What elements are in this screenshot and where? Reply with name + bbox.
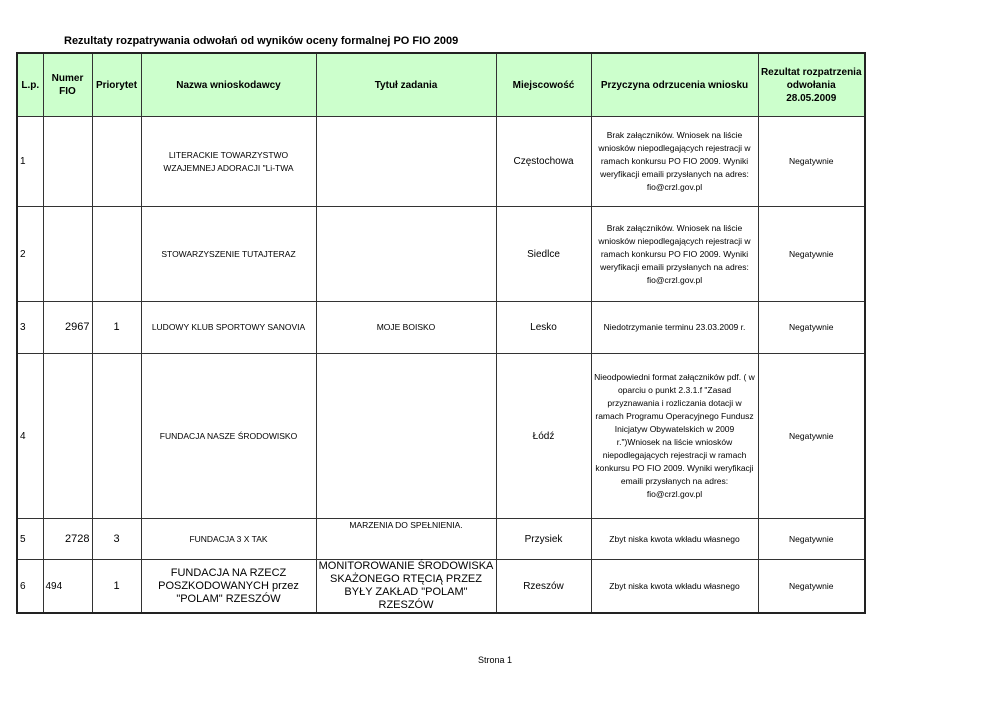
page-footer: Strona 1 — [478, 655, 513, 665]
cell-tytul: MARZENIA DO SPEŁNIENIA. — [315, 518, 497, 560]
column-header: L.p. — [16, 52, 44, 117]
column-header: Przyczyna odrzucenia wniosku — [590, 52, 759, 117]
cell-nazwa: LITERACKIE TOWARZYSTWO WZAJEMNEJ ADORACJ… — [140, 116, 317, 207]
cell-tytul: MOJE BOISKO — [315, 301, 497, 354]
cell-fio — [42, 353, 93, 519]
table-row: 2 STOWARZYSZENIE TUTAJTERAZ Siedlce Brak za… — [16, 206, 866, 302]
cell-nazwa: FUNDACJA 3 X TAK — [140, 518, 317, 560]
document-title: Rezultaty rozpatrywania odwołań od wynik… — [64, 35, 459, 47]
cell-przyczyna: Brak załączników. Wniosek na liście wnio… — [590, 206, 759, 302]
cell-fio: 2728 — [42, 518, 93, 560]
cell-fio: 494 — [42, 559, 93, 614]
column-header: Tytuł zadania — [315, 52, 497, 117]
table-row: 1 LITERACKIE TOWARZYSTWO WZAJEMNEJ ADORAC… — [16, 116, 866, 207]
column-header: Numer FIO — [42, 52, 93, 117]
cell-lp: 3 — [16, 301, 44, 354]
cell-tytul — [315, 353, 497, 519]
table-row: 5 2728 3 FUNDACJA 3 X TAK MARZENIA DO SPEŁNI… — [16, 518, 866, 560]
cell-rezultat: Negatywnie — [757, 206, 866, 302]
cell-nazwa: LUDOWY KLUB SPORTOWY SANOVIA — [140, 301, 317, 354]
cell-miejscowosc: Częstochowa — [495, 116, 592, 207]
cell-lp: 4 — [16, 353, 44, 519]
cell-priorytet: 1 — [91, 559, 142, 614]
column-header: Miejscowość — [495, 52, 592, 117]
header-row: L.p. Numer FIO Priorytet Nazwa wnioskodawcy… — [16, 52, 866, 117]
cell-przyczyna: Zbyt niska kwota wkładu własnego — [590, 559, 759, 614]
cell-nazwa: FUNDACJA NA RZECZ POSZKODOWANYCH przez "… — [140, 559, 317, 614]
cell-przyczyna: Niedotrzymanie terminu 23.03.2009 r. — [590, 301, 759, 354]
cell-rezultat: Negatywnie — [757, 353, 866, 519]
cell-lp: 5 — [16, 518, 44, 560]
cell-lp: 6 — [16, 559, 44, 614]
cell-przyczyna: Brak załączników. Wniosek na liście wnio… — [590, 116, 759, 207]
cell-priorytet: 1 — [91, 301, 142, 354]
cell-przyczyna: Zbyt niska kwota wkładu własnego — [590, 518, 759, 560]
cell-priorytet — [91, 116, 142, 207]
cell-rezultat: Negatywnie — [757, 518, 866, 560]
cell-fio: 2967 — [42, 301, 93, 354]
cell-miejscowosc: Rzeszów — [495, 559, 592, 614]
table-row: 3 2967 1 LUDOWY KLUB SPORTOWY SANOVIA MOJE B… — [16, 301, 866, 354]
cell-nazwa: FUNDACJA NASZE ŚRODOWISKO — [140, 353, 317, 519]
cell-lp: 2 — [16, 206, 44, 302]
column-header: Rezultat rozpatrzenia odwołania 28.05.20… — [757, 52, 866, 117]
cell-miejscowosc: Siedlce — [495, 206, 592, 302]
cell-fio — [42, 206, 93, 302]
cell-miejscowosc: Lesko — [495, 301, 592, 354]
cell-lp: 1 — [16, 116, 44, 207]
table-row: 4 FUNDACJA NASZE ŚRODOWISKO Łódź Nieodpowie… — [16, 353, 866, 519]
cell-rezultat: Negatywnie — [757, 116, 866, 207]
cell-priorytet: 3 — [91, 518, 142, 560]
cell-fio — [42, 116, 93, 207]
cell-tytul — [315, 206, 497, 302]
results-table: L.p. Numer FIO Priorytet Nazwa wnioskodawcy… — [16, 52, 866, 614]
cell-tytul: MONITOROWANIE ŚRODOWISKA SKAŻONEGO RTĘCI… — [315, 559, 497, 614]
cell-rezultat: Negatywnie — [757, 559, 866, 614]
cell-miejscowosc: Przysiek — [495, 518, 592, 560]
cell-rezultat: Negatywnie — [757, 301, 866, 354]
cell-priorytet — [91, 353, 142, 519]
cell-tytul — [315, 116, 497, 207]
column-header: Nazwa wnioskodawcy — [140, 52, 317, 117]
cell-nazwa: STOWARZYSZENIE TUTAJTERAZ — [140, 206, 317, 302]
cell-przyczyna: Nieodpowiedni format załączników pdf. ( … — [590, 353, 759, 519]
table-row: 6 494 1 FUNDACJA NA RZECZ POSZKODOWANYCH pr… — [16, 559, 866, 614]
column-header: Priorytet — [91, 52, 142, 117]
cell-miejscowosc: Łódź — [495, 353, 592, 519]
cell-priorytet — [91, 206, 142, 302]
